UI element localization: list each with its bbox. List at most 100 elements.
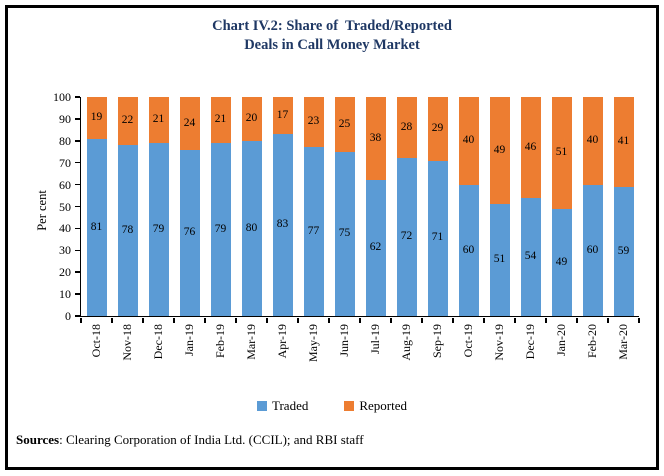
x-tick-mark bbox=[297, 317, 299, 323]
x-tick-mark bbox=[359, 317, 361, 323]
bar-value-label: 17 bbox=[276, 108, 289, 121]
source-line: Sources: Clearing Corporation of India L… bbox=[16, 432, 364, 448]
bar-column: 51 49 bbox=[546, 97, 577, 316]
bar-value-label: 79 bbox=[152, 222, 165, 235]
bar-column: 19 81 bbox=[81, 97, 112, 316]
bar-segment-traded: 72 bbox=[396, 158, 417, 316]
y-tick-mark bbox=[74, 183, 80, 186]
bar-segment-reported: 40 bbox=[458, 97, 479, 185]
bar-segment-traded: 80 bbox=[241, 140, 262, 316]
stacked-bar: 21 79 bbox=[148, 97, 169, 316]
stacked-bar: 19 81 bbox=[86, 97, 107, 316]
bar-segment-reported: 17 bbox=[272, 97, 293, 135]
bar-segment-traded: 79 bbox=[210, 142, 231, 316]
bar-value-label: 54 bbox=[524, 250, 537, 263]
bar-column: 21 79 bbox=[143, 97, 174, 316]
x-tick-label: Apr-19 bbox=[275, 324, 289, 359]
bar-segment-reported: 49 bbox=[489, 97, 510, 205]
bar-value-label: 78 bbox=[121, 223, 134, 236]
x-tick-mark bbox=[638, 317, 640, 323]
x-tick-label: Feb-19 bbox=[213, 324, 227, 358]
y-tick-label: 60 bbox=[59, 177, 71, 192]
y-tick-mark bbox=[74, 140, 80, 142]
y-tick-mark bbox=[74, 315, 80, 317]
bar-segment-traded: 54 bbox=[520, 197, 541, 316]
bar-value-label: 19 bbox=[90, 111, 103, 124]
bar-column: 17 83 bbox=[267, 97, 298, 316]
x-tick-label: May-19 bbox=[306, 324, 320, 362]
legend-swatch-traded-icon bbox=[256, 401, 267, 411]
x-tick-mark bbox=[514, 317, 516, 323]
stacked-bar: 17 83 bbox=[272, 97, 293, 316]
bar-segment-traded: 71 bbox=[427, 160, 448, 316]
bar-value-label: 51 bbox=[555, 146, 568, 159]
y-tick-mark bbox=[74, 227, 80, 230]
x-tick-label: Nov-19 bbox=[492, 324, 506, 361]
x-tick-mark bbox=[390, 317, 392, 323]
legend: Traded Reported bbox=[8, 398, 656, 414]
bar-segment-reported: 38 bbox=[365, 97, 386, 181]
y-tick-mark bbox=[74, 271, 80, 273]
source-label: Sources bbox=[16, 432, 60, 447]
source-text: : Clearing Corporation of India Ltd. (CC… bbox=[59, 432, 364, 447]
x-tick-label: Jun-19 bbox=[337, 324, 351, 357]
legend-swatch-reported-icon bbox=[344, 401, 355, 411]
bar-value-label: 38 bbox=[369, 131, 382, 144]
bar-value-label: 40 bbox=[586, 134, 599, 147]
stacked-bar: 28 72 bbox=[396, 97, 417, 316]
bar-segment-reported: 21 bbox=[148, 97, 169, 143]
stacked-bar: 49 51 bbox=[489, 97, 510, 316]
bar-value-label: 46 bbox=[524, 140, 537, 153]
x-tick-mark bbox=[266, 317, 268, 323]
bar-column: 49 51 bbox=[484, 97, 515, 316]
y-tick-mark bbox=[74, 293, 80, 295]
x-tick-label: Nov-18 bbox=[120, 324, 134, 361]
legend-label-traded: Traded bbox=[271, 398, 309, 413]
bar-value-label: 41 bbox=[617, 135, 630, 148]
x-tick-label: Jan-19 bbox=[182, 324, 196, 356]
legend-item-reported: Reported bbox=[344, 398, 407, 414]
stacked-bar: 22 78 bbox=[117, 97, 138, 316]
stacked-bar: 51 49 bbox=[551, 97, 572, 316]
x-tick-label: Jul-19 bbox=[368, 324, 382, 354]
stacked-bar: 40 60 bbox=[458, 97, 479, 316]
y-tick-label: 30 bbox=[59, 243, 71, 258]
x-tick-mark bbox=[483, 317, 485, 323]
bar-segment-reported: 28 bbox=[396, 97, 417, 159]
bar-value-label: 75 bbox=[338, 227, 351, 240]
bar-segment-traded: 62 bbox=[365, 180, 386, 316]
x-tick-mark bbox=[421, 317, 423, 323]
y-tick-mark bbox=[74, 161, 80, 164]
y-tick-label: 90 bbox=[59, 111, 71, 126]
y-tick-label: 80 bbox=[59, 133, 71, 148]
x-tick-mark bbox=[545, 317, 547, 323]
chart-title-line1: Chart IV.2: Share of Traded/Reported bbox=[212, 18, 452, 34]
x-tick-mark bbox=[80, 317, 82, 323]
bar-column: 28 72 bbox=[391, 97, 422, 316]
bar-column: 41 59 bbox=[608, 97, 639, 316]
bar-segment-reported: 23 bbox=[303, 97, 324, 148]
y-tick-label: 20 bbox=[59, 265, 71, 280]
bar-value-label: 71 bbox=[431, 231, 444, 244]
bar-value-label: 40 bbox=[462, 134, 475, 147]
bar-value-label: 60 bbox=[586, 243, 599, 256]
x-tick-mark bbox=[576, 317, 578, 323]
plot-bars: 19 81 22 78 21 79 24 76 21 79 20 80 17 83 23 77 25 75 38 62… bbox=[81, 97, 639, 316]
bar-segment-traded: 60 bbox=[582, 184, 603, 316]
bar-segment-reported: 22 bbox=[117, 97, 138, 146]
bar-value-label: 20 bbox=[245, 112, 258, 125]
bar-segment-reported: 51 bbox=[551, 97, 572, 209]
y-tick-mark bbox=[74, 249, 80, 252]
bar-segment-traded: 81 bbox=[86, 138, 107, 316]
bar-segment-traded: 77 bbox=[303, 147, 324, 316]
bar-segment-reported: 20 bbox=[241, 97, 262, 141]
bar-value-label: 59 bbox=[617, 244, 630, 257]
bar-value-label: 29 bbox=[431, 122, 444, 134]
x-tick-mark bbox=[204, 317, 206, 323]
x-tick-mark bbox=[452, 317, 454, 323]
bar-value-label: 49 bbox=[493, 143, 506, 156]
bar-column: 24 76 bbox=[174, 97, 205, 316]
bar-column: 38 62 bbox=[360, 97, 391, 316]
x-tick-label: Aug-19 bbox=[399, 324, 413, 361]
bar-segment-reported: 41 bbox=[613, 97, 634, 187]
